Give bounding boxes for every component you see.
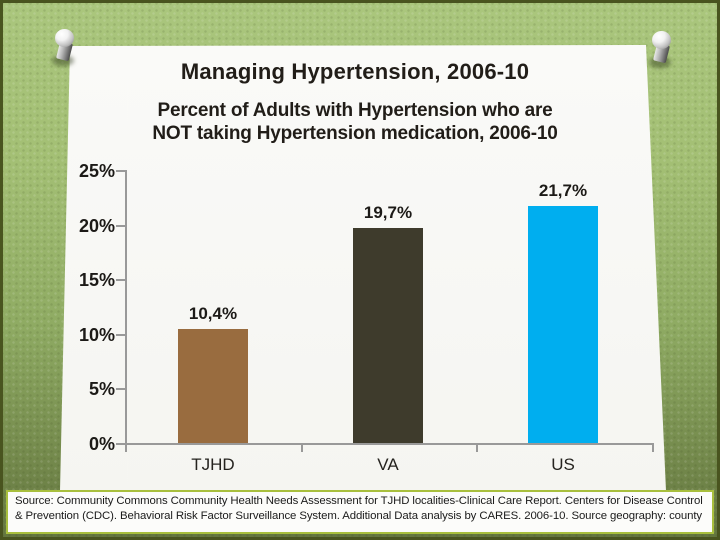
bar-va (353, 228, 423, 443)
chart-title-line2: NOT taking Hypertension medication, 2006… (152, 123, 558, 144)
bar-value-label: 19,7% (363, 203, 413, 222)
y-tick-label: 0% (88, 434, 115, 454)
x-axis-tick (125, 443, 127, 452)
y-tick-label: 25% (78, 161, 115, 181)
pushpin-left-icon (50, 29, 84, 71)
bar-chart: 25% 20% 15% 10% 5% 0% 10,4% TJHD 19,7% VA 21,7% US (3, 3, 717, 537)
x-axis-tick (476, 443, 478, 452)
x-category-label-tjhd: TJHD (191, 455, 235, 474)
chart-title-line1: Percent of Adults with Hypertension who … (157, 100, 553, 121)
y-tick-label: 5% (88, 379, 115, 399)
x-axis-line (125, 443, 652, 445)
x-axis-tick (301, 443, 303, 452)
bar-tjhd (178, 329, 248, 443)
y-axis-line (125, 170, 127, 445)
chart-title: Percent of Adults with Hypertension who … (73, 99, 637, 145)
y-axis-tick (116, 443, 125, 445)
x-category-label-va: VA (377, 455, 399, 474)
bar-us (528, 206, 598, 443)
y-tick-label: 10% (78, 325, 115, 345)
source-note: Source: Community Commons Community Heal… (6, 490, 714, 534)
y-axis-tick (116, 279, 125, 281)
x-category-label-us: US (551, 455, 575, 474)
pushpin-head (652, 31, 671, 49)
pushpin-shadow (52, 55, 74, 66)
y-axis-tick (116, 170, 125, 172)
x-axis-tick (652, 443, 654, 452)
y-axis-tick (116, 334, 125, 336)
y-tick-label: 15% (78, 270, 115, 290)
slide-title: Managing Hypertension, 2006-10 (180, 59, 530, 84)
pushpin-right-icon (647, 31, 681, 73)
y-axis-tick (116, 388, 125, 390)
y-axis-tick (116, 225, 125, 227)
bar-value-label: 21,7% (538, 181, 588, 200)
pushpin-shadow (649, 57, 671, 68)
pushpin-head (55, 29, 74, 47)
y-tick-label: 20% (78, 216, 115, 236)
bar-value-label: 10,4% (188, 304, 238, 323)
